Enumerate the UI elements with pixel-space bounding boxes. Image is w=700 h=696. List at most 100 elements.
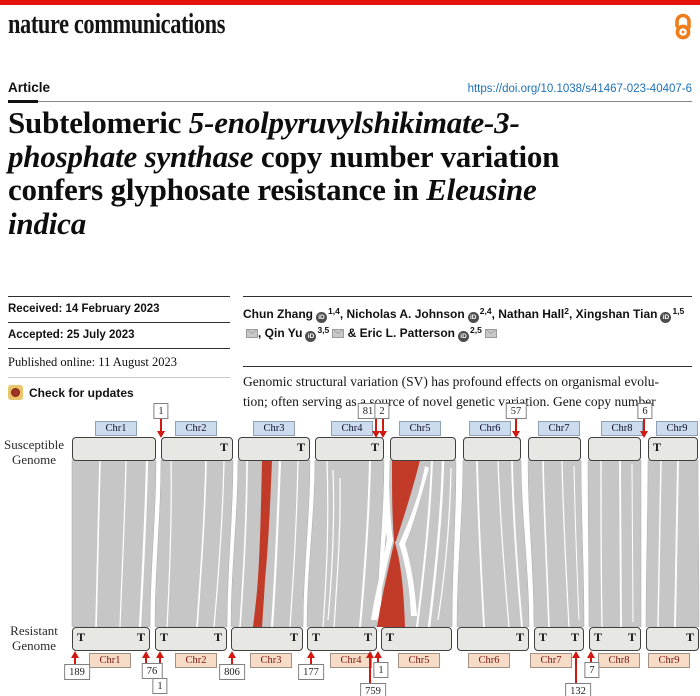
title-rule — [8, 100, 692, 103]
title-italic-segment: phosphate synthase — [8, 138, 254, 174]
title-line: Subtelomeric 5-enolpyruvylshikimate-3- — [8, 106, 696, 140]
telomere-mark: T — [653, 440, 662, 454]
annotation-count-box: 177 — [298, 664, 324, 680]
chromosome-block-top-chr1 — [72, 437, 156, 461]
journal-wordmark: nature communications — [8, 9, 226, 40]
annotation-count-box: 1 — [153, 403, 169, 419]
chr-label-top-chr8: Chr8 — [601, 421, 643, 436]
author-separator: , — [568, 307, 576, 321]
telomere-mark: T — [370, 440, 379, 454]
annotation-arrow — [368, 658, 372, 683]
article-title: Subtelomeric 5-enolpyruvylshikimate-3- ph… — [8, 106, 696, 240]
chr-label-top-chr2: Chr2 — [175, 421, 217, 436]
email-envelope-icon[interactable] — [246, 329, 258, 339]
open-access-icon[interactable] — [671, 11, 695, 41]
annotation-count-box: 1 — [373, 662, 389, 678]
annotation-arrowhead — [586, 651, 595, 658]
orcid-icon[interactable]: iD — [315, 312, 327, 323]
title-italic-segment: 5-enolpyruvylshikimate-3- — [188, 105, 520, 140]
annotation-arrow — [514, 419, 518, 432]
telomere-mark: T — [627, 630, 636, 644]
annotation-arrowhead — [227, 651, 236, 658]
abstract-line: Genomic structural variation (SV) has pr… — [243, 374, 660, 389]
sv-ribbon-chr5-upper — [392, 460, 420, 543]
author-name: Xingshan Tian — [575, 307, 658, 321]
synteny-ribbons-svg — [71, 460, 700, 627]
telomere-mark: T — [219, 440, 228, 454]
annotation-arrowhead — [378, 431, 387, 438]
author-affiliation-sup: 3,5 — [317, 325, 330, 336]
telomere-mark: T — [685, 630, 694, 644]
annotation-count-box: 2 — [374, 403, 390, 419]
telomere-mark: T — [77, 630, 86, 644]
title-segment: confers glyphosate resistance in — [8, 172, 427, 207]
ribbon-slivers — [95, 460, 679, 627]
author-list: Chun Zhang iD1,4, Nicholas A. Johnson iD2,… — [243, 296, 692, 343]
title-segment: copy number variation — [253, 138, 560, 174]
orcid-icon[interactable]: iD — [305, 331, 317, 343]
ribbon-chr2 — [154, 460, 234, 627]
author-affiliation-sup: 2,5 — [470, 325, 482, 336]
author-affiliation-sup: 1,5 — [672, 306, 685, 316]
annotation-arrowhead — [639, 431, 648, 438]
telomere-mark: T — [386, 630, 395, 644]
annotation-arrowhead — [365, 651, 374, 658]
orcid-icon[interactable]: iD — [467, 312, 479, 323]
inversion-white-right — [399, 466, 429, 616]
orcid-icon[interactable]: iD — [660, 312, 672, 323]
author-affiliation-sup: 2,4 — [479, 306, 492, 316]
telomere-mark: T — [515, 630, 524, 644]
title-line: confers glyphosate resistance in Eleusin… — [8, 173, 696, 207]
telomere-mark: T — [363, 630, 372, 644]
ribbon-chr6 — [456, 460, 530, 627]
ribbon-chr7 — [527, 460, 585, 627]
email-envelope-icon[interactable] — [332, 329, 345, 339]
chromosome-block-bottom-chr5: T — [381, 627, 452, 651]
journal-brand-bar — [0, 0, 700, 5]
author-name: Qin Yu — [264, 326, 303, 341]
title-line: phosphate synthase copy number variation — [8, 138, 696, 174]
annotation-count-box: 81 — [357, 403, 379, 419]
annotation-arrow — [574, 658, 578, 683]
annotation-arrow — [159, 419, 163, 432]
annotation-arrow — [73, 658, 77, 664]
chromosome-block-top-chr3: T — [238, 437, 310, 461]
orcid-icon[interactable]: iD — [458, 331, 470, 343]
accepted-date: Accepted: 25 July 2023 — [8, 322, 230, 348]
chr-label-top-chr5: Chr5 — [399, 421, 441, 436]
ribbon-chr4 — [306, 460, 385, 627]
telomere-mark: T — [289, 630, 298, 644]
title-segment: Subtelomeric — [8, 105, 189, 140]
doi-link[interactable]: https://doi.org/10.1038/s41467-023-40407… — [467, 83, 692, 95]
title-italic-segment: indica — [8, 205, 87, 241]
resistant-genome-label: Resistant Genome — [10, 623, 58, 653]
chr-label-bottom-chr8: Chr8 — [598, 653, 640, 668]
author-name: Nicholas A. Johnson — [346, 307, 465, 321]
annotation-arrowhead — [70, 651, 79, 658]
author-separator: , — [258, 326, 265, 341]
annotation-count-box: 1 — [152, 678, 168, 694]
annotation-arrowhead — [155, 651, 164, 658]
annotation-arrow — [376, 658, 380, 662]
chromosome-block-bottom-chr9: T — [646, 627, 699, 651]
telomere-mark: T — [296, 440, 305, 454]
annotation-arrowhead — [141, 651, 150, 658]
check-updates-label: Check for updates — [29, 385, 134, 400]
annotation-arrow — [309, 658, 313, 664]
annotation-arrowhead — [371, 431, 380, 438]
email-envelope-icon[interactable] — [484, 329, 497, 339]
check-for-updates-badge[interactable]: Check for updates — [8, 377, 230, 400]
chr-label-bottom-chr1: Chr1 — [89, 653, 131, 668]
article-header-row: Article https://doi.org/10.1038/s41467-0… — [8, 80, 692, 95]
chr-label-top-chr6: Chr6 — [469, 421, 511, 436]
annotation-arrow — [589, 658, 593, 662]
annotation-arrow — [381, 419, 385, 432]
title-line: indica — [8, 205, 696, 241]
ribbon-chr1 — [71, 460, 157, 627]
chr-label-top-chr9: Chr9 — [656, 421, 698, 436]
published-date: Published online: 11 August 2023 — [8, 348, 230, 377]
annotation-arrowhead — [511, 431, 520, 438]
